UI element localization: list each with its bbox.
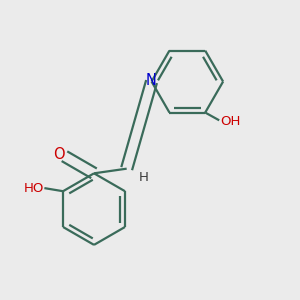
Text: O: O xyxy=(53,147,65,162)
Text: N: N xyxy=(146,73,157,88)
Text: OH: OH xyxy=(220,116,240,128)
Text: HO: HO xyxy=(23,182,44,195)
Text: H: H xyxy=(139,171,149,184)
